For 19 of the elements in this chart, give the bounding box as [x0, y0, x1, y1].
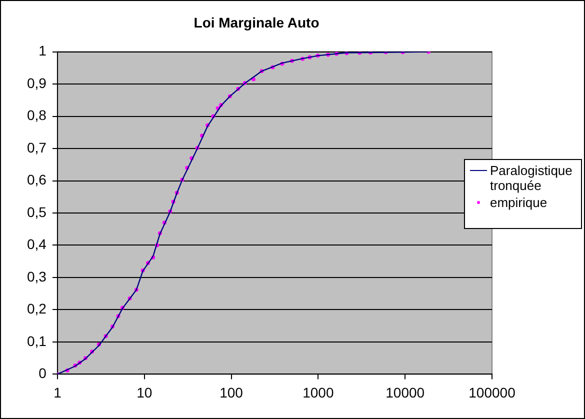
y-tick-label: 1: [38, 42, 47, 59]
x-tick-label: 10: [136, 384, 152, 400]
legend-label: empirique: [490, 195, 548, 210]
chart-title: Loi Marginale Auto: [194, 14, 320, 30]
y-tick-label: 0: [38, 365, 47, 382]
y-tick-label: 0,3: [26, 268, 47, 284]
y-tick-label: 0,9: [26, 74, 47, 91]
y-tick-label: 0,6: [26, 172, 47, 188]
x-tick-label: 100000: [468, 384, 516, 400]
y-tick-label: 0,1: [26, 332, 47, 349]
y-tick-label: 0,7: [26, 139, 47, 156]
y-tick-label: 0,2: [26, 300, 47, 317]
x-tick-label: 1: [54, 384, 62, 400]
x-tick-label: 10000: [386, 384, 425, 400]
y-tick-label: 0,4: [26, 236, 47, 252]
x-tick-label: 1000: [302, 384, 334, 400]
y-tick-label: 0,8: [26, 107, 47, 124]
x-tick-label: 100: [220, 384, 244, 400]
y-tick-label: 0,5: [26, 204, 47, 220]
